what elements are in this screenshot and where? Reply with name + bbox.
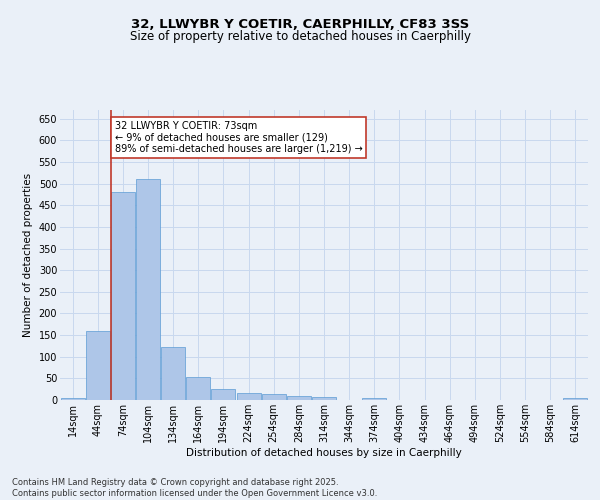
Bar	[136, 180, 160, 400]
Bar	[262, 394, 286, 400]
Text: Size of property relative to detached houses in Caerphilly: Size of property relative to detached ho…	[130, 30, 470, 43]
Bar	[287, 396, 311, 400]
Bar	[61, 398, 85, 400]
X-axis label: Distribution of detached houses by size in Caerphilly: Distribution of detached houses by size …	[186, 448, 462, 458]
Text: 32, LLWYBR Y COETIR, CAERPHILLY, CF83 3SS: 32, LLWYBR Y COETIR, CAERPHILLY, CF83 3S…	[131, 18, 469, 30]
Bar	[161, 347, 185, 400]
Y-axis label: Number of detached properties: Number of detached properties	[23, 173, 33, 337]
Bar	[86, 330, 110, 400]
Bar	[362, 398, 386, 400]
Bar	[187, 378, 210, 400]
Bar	[236, 393, 260, 400]
Bar	[312, 398, 336, 400]
Bar	[563, 398, 587, 400]
Bar	[111, 192, 135, 400]
Text: Contains HM Land Registry data © Crown copyright and database right 2025.
Contai: Contains HM Land Registry data © Crown c…	[12, 478, 377, 498]
Text: 32 LLWYBR Y COETIR: 73sqm
← 9% of detached houses are smaller (129)
89% of semi-: 32 LLWYBR Y COETIR: 73sqm ← 9% of detach…	[115, 121, 362, 154]
Bar	[211, 389, 235, 400]
